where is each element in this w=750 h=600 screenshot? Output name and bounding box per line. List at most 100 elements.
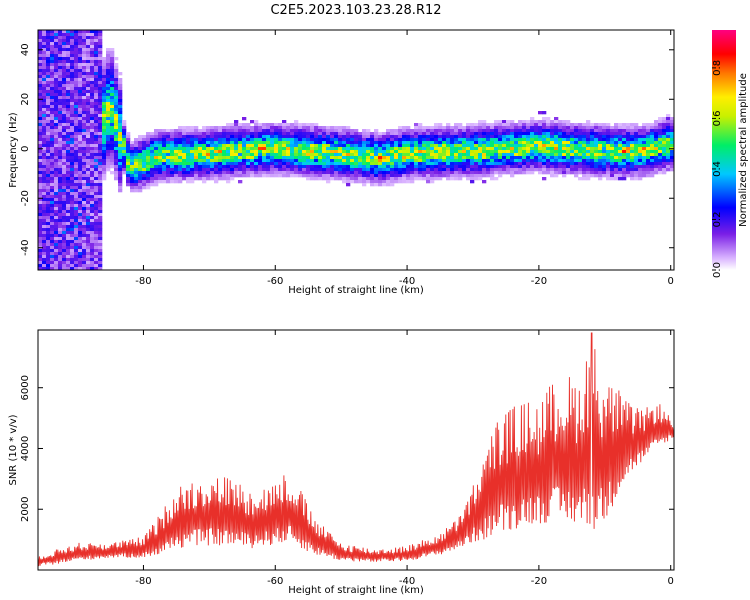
spectrogram-cell: [274, 123, 279, 127]
spectrogram-cell: [434, 147, 439, 151]
spectrogram-cell: [118, 105, 123, 109]
spectrogram-cell: [326, 132, 331, 136]
spectrogram-cell: [58, 60, 63, 64]
spectrogram-cell: [450, 177, 455, 181]
spectrogram-cell: [354, 162, 359, 166]
spectrogram-cell: [570, 132, 575, 136]
spectrogram-cell: [50, 183, 55, 187]
spectrogram-cell: [350, 159, 355, 163]
spectrogram-cell: [378, 135, 383, 139]
spectrogram-cell: [70, 105, 75, 109]
spectrogram-cell: [142, 159, 147, 163]
spectrogram-cell: [626, 162, 631, 166]
spectrogram-cell: [46, 144, 51, 148]
spectrogram-cell: [506, 162, 511, 166]
spectrogram-cell: [418, 147, 423, 151]
spectrogram-cell: [586, 126, 591, 130]
spectrogram-cell: [274, 165, 279, 169]
spectrogram-cell: [258, 129, 263, 133]
spectrogram-cell: [78, 204, 83, 208]
spectrogram-cell: [226, 132, 231, 136]
spectrogram-cell: [102, 57, 107, 61]
spectrogram-cell: [634, 156, 639, 160]
spectrogram-cell: [38, 201, 43, 205]
spectrogram-cell: [346, 129, 351, 133]
spectrogram-cell: [314, 153, 319, 157]
spectrogram-cell: [62, 108, 67, 112]
spectrogram-cell: [78, 78, 83, 82]
spectrogram-cell: [94, 45, 99, 49]
spectrogram-cell: [614, 141, 619, 145]
spectrogram-cell: [90, 66, 95, 70]
spectrogram-cell: [246, 174, 251, 178]
spectrogram-cell: [130, 183, 135, 187]
spectrogram-cell: [54, 168, 59, 172]
spectrogram-cell: [354, 180, 359, 184]
spectrogram-cell: [150, 162, 155, 166]
spectrogram-cell: [54, 48, 59, 52]
spectrogram-cell: [238, 129, 243, 133]
spectrogram-cell: [302, 138, 307, 142]
spectrogram-cell: [70, 234, 75, 238]
spectrogram-cell: [50, 186, 55, 190]
spectrogram-cell: [538, 171, 543, 175]
spectrogram-cell: [454, 171, 459, 175]
spectrogram-cell: [98, 111, 103, 115]
spectrogram-cell: [226, 168, 231, 172]
spectrogram-cell: [602, 153, 607, 157]
spectrogram-cell: [94, 99, 99, 103]
spectrogram-cell: [626, 171, 631, 175]
spectrogram-cell: [82, 72, 87, 76]
spectrogram-cell: [266, 132, 271, 136]
spectrogram-cell: [82, 105, 87, 109]
spectrogram-cell: [114, 117, 119, 121]
spectrogram-cell: [378, 132, 383, 136]
spectrogram-cell: [542, 165, 547, 169]
spectrogram-cell: [114, 162, 119, 166]
spectrogram-cell: [406, 144, 411, 148]
spectrogram-cell: [170, 159, 175, 163]
spectrogram-cell: [234, 159, 239, 163]
spectrogram-cell: [494, 156, 499, 160]
spectrogram-cell: [114, 159, 119, 163]
spectrogram-cell: [66, 81, 71, 85]
spectrogram-cell: [166, 129, 171, 133]
spectrogram-cell: [190, 156, 195, 160]
spectrogram-cell: [458, 156, 463, 160]
spectrogram-cell: [94, 102, 99, 106]
spectrogram-cell: [422, 138, 427, 142]
spectrogram-cell: [70, 66, 75, 70]
spectrogram-cell: [526, 123, 531, 127]
spectrogram-cell: [322, 132, 327, 136]
spectrogram-cell: [638, 150, 643, 154]
spectrogram-cell: [446, 126, 451, 130]
spectrogram-cell: [366, 144, 371, 148]
spectrogram-cell: [666, 168, 671, 172]
spectrogram-cell: [494, 177, 499, 181]
spectrogram-cell: [554, 141, 559, 145]
spectrogram-cell: [110, 90, 115, 94]
spectrogram-cell: [42, 81, 47, 85]
spectrogram-cell: [62, 204, 67, 208]
spectrogram-cell: [530, 159, 535, 163]
spectrogram-cell: [566, 153, 571, 157]
spectrogram-cell: [586, 135, 591, 139]
spectrogram-cell: [466, 141, 471, 145]
spectrogram-cell: [490, 141, 495, 145]
spectrogram-cell: [490, 159, 495, 163]
spectrogram-cell: [630, 126, 635, 130]
spectrogram-cell: [158, 147, 163, 151]
spectrogram-cell: [598, 156, 603, 160]
spectrogram-cell: [326, 180, 331, 184]
spectrogram-cell: [38, 72, 43, 76]
spectrogram-cell: [530, 144, 535, 148]
spectrogram-cell: [94, 63, 99, 67]
spectrogram-cell: [174, 135, 179, 139]
spectrogram-cell: [594, 153, 599, 157]
spectrogram-cell: [74, 204, 79, 208]
spectrogram-cell: [226, 153, 231, 157]
spectrogram-cell: [266, 138, 271, 142]
spectrogram-cell: [70, 63, 75, 67]
spectrogram-cell: [242, 162, 247, 166]
spectrogram-cell: [310, 171, 315, 175]
